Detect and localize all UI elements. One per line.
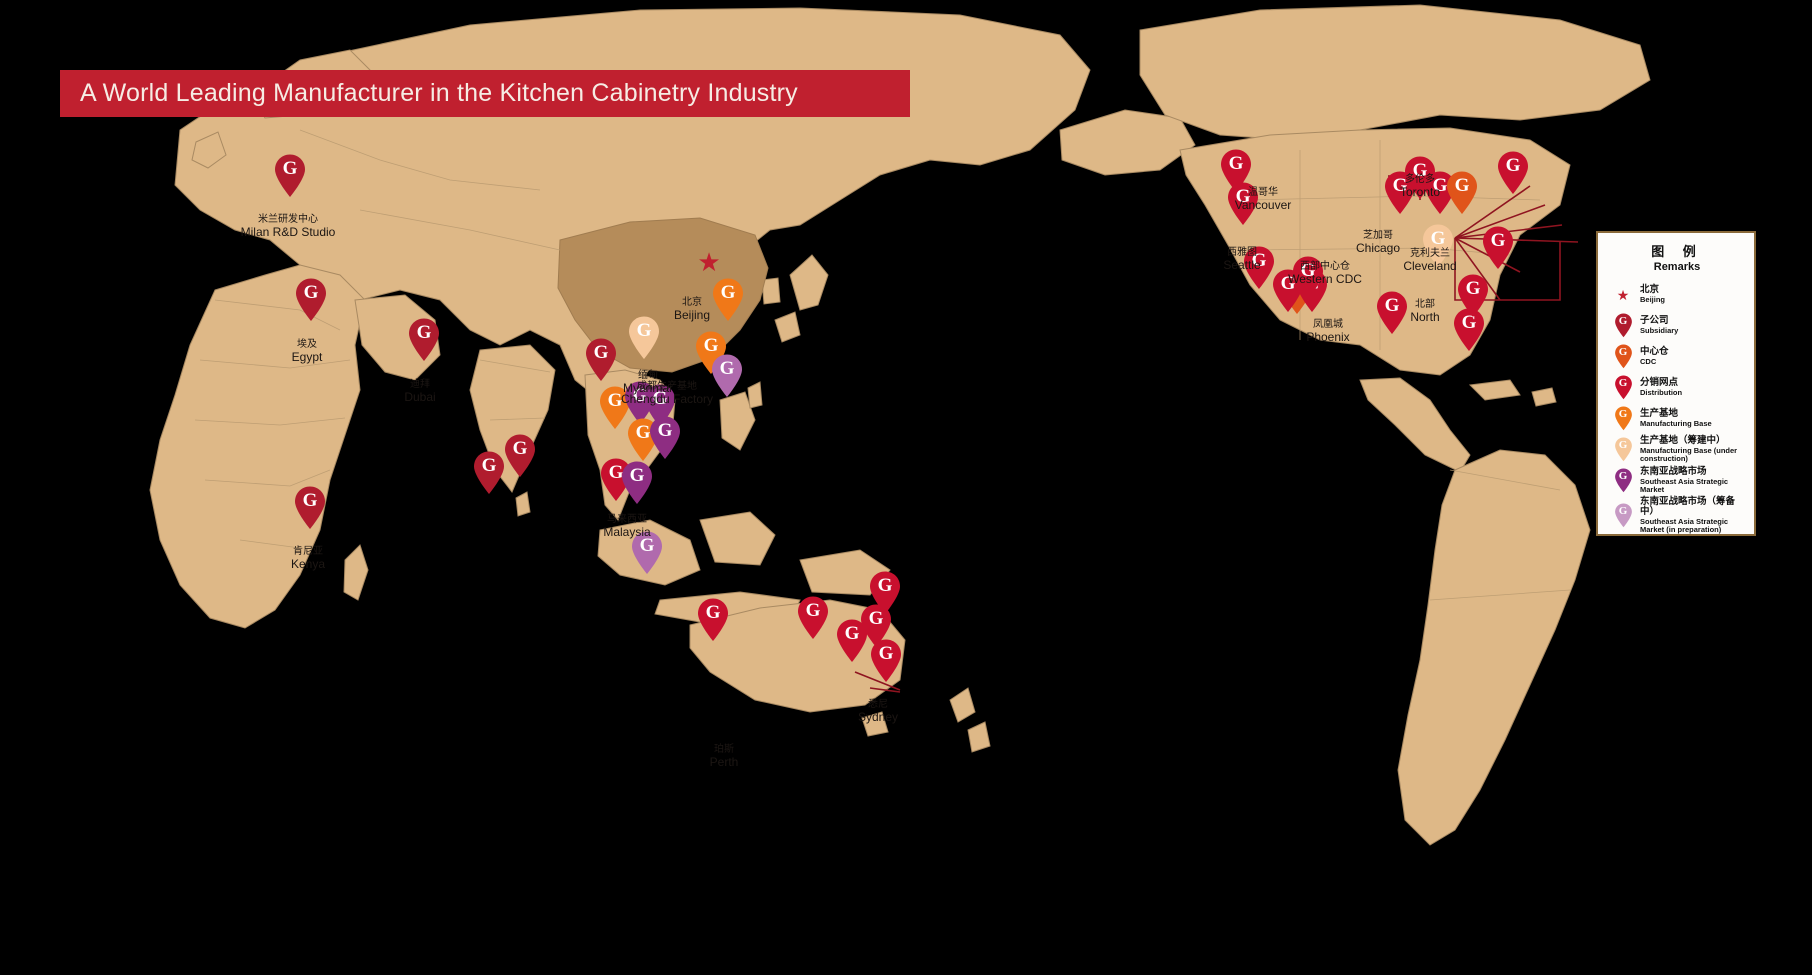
legend-rows: ★ 北京 Beijing G 子公司 Subsidiary G 中心仓 CDC G 分销网点 Dist… xyxy=(1606,280,1748,534)
marker-sea-viet-s[interactable]: G xyxy=(648,416,682,460)
marker-milan[interactable]: G xyxy=(273,154,307,198)
legend-item-label-en: Subsidiary xyxy=(1640,325,1679,335)
marker-cleveland[interactable]: G xyxy=(1445,171,1479,215)
legend-title-cn: 图 例 xyxy=(1651,245,1703,260)
marker-sydney[interactable]: G xyxy=(868,571,902,615)
legend-item-label-cn: 生产基地 xyxy=(1640,408,1679,420)
legend-item: G 子公司 Subsidiary xyxy=(1606,311,1748,340)
legend-item: ★ 北京 Beijing xyxy=(1606,280,1748,309)
marker-philippines[interactable]: G xyxy=(710,354,744,398)
marker-adelaide[interactable]: G xyxy=(796,596,830,640)
marker-southeast[interactable]: G xyxy=(1456,274,1490,318)
map-pin-icon: G xyxy=(1606,404,1640,433)
legend-item: G 分销网点 Distribution xyxy=(1606,373,1748,402)
map-pin-icon: G xyxy=(1606,373,1640,402)
marker-texas[interactable]: G xyxy=(1375,291,1409,335)
legend-item-label-en: CDC xyxy=(1640,356,1657,366)
marker-glyph-g: G xyxy=(1618,315,1628,327)
legend-item-label-cn: 东南亚战略市场（筹备中） xyxy=(1640,496,1736,518)
legend-item-text: 生产基地（筹建中） Manufacturing Base (under const… xyxy=(1640,435,1748,463)
star-icon: ★ xyxy=(1616,286,1630,303)
legend-item-label-en: Southeast Asia Strategic Market xyxy=(1640,476,1729,494)
marker-china-east-1[interactable]: G xyxy=(711,278,745,322)
marker-myanmar[interactable]: G xyxy=(584,338,618,382)
marker-indonesia[interactable]: G xyxy=(630,531,664,575)
legend-item-text: 分销网点 Distribution xyxy=(1640,377,1748,397)
legend-panel: 图 例 Remarks ★ 北京 Beijing G 子公司 Subsidiary G 中心仓… xyxy=(1596,231,1756,536)
marker-northeast-1[interactable]: G xyxy=(1496,151,1530,195)
map-pin-icon: G xyxy=(1606,435,1640,464)
marker-chengdu[interactable]: G xyxy=(627,316,661,360)
legend-item-text: 子公司 Subsidiary xyxy=(1640,315,1748,335)
beijing-star-icon: ★ xyxy=(697,247,721,277)
marker-egypt[interactable]: G xyxy=(294,278,328,322)
map-pin-icon: G xyxy=(1606,501,1640,530)
map-pin-icon: G xyxy=(1606,342,1640,371)
legend-item-text: 东南亚战略市场（筹备中） Southeast Asia Strategic Mar… xyxy=(1640,496,1748,534)
legend-item-label-cn: 分销网点 xyxy=(1640,377,1679,389)
legend-item-label-cn: 子公司 xyxy=(1640,315,1669,327)
legend-item-label-en: Manufacturing Base (under construction) xyxy=(1640,445,1738,463)
legend-title-en: Remarks xyxy=(1653,261,1701,273)
legend-item-label-en: Southeast Asia Strategic Market (in prep… xyxy=(1640,516,1729,534)
legend-item-label-cn: 生产基地（筹建中） xyxy=(1640,435,1726,447)
legend-item-label-en: Manufacturing Base xyxy=(1640,418,1712,428)
marker-malaysia-2[interactable]: G xyxy=(620,461,654,505)
legend-item: G 生产基地（筹建中） Manufacturing Base (under cons… xyxy=(1606,435,1748,464)
marker-glyph-g: G xyxy=(1618,439,1628,451)
marker-tasmania[interactable]: G xyxy=(869,639,903,683)
marker-india-west[interactable]: G xyxy=(472,451,506,495)
marker-north-uc[interactable]: G xyxy=(1421,224,1455,268)
marker-india-south[interactable]: G xyxy=(503,434,537,478)
marker-dubai[interactable]: G xyxy=(407,318,441,362)
legend-item: G 中心仓 CDC xyxy=(1606,342,1748,371)
legend-item-label-en: Beijing xyxy=(1640,294,1666,304)
legend-item: G 生产基地 Manufacturing Base xyxy=(1606,404,1748,433)
map-pin-icon: G xyxy=(1606,311,1640,340)
legend-item-label-cn: 北京 xyxy=(1640,284,1660,296)
marker-glyph-g: G xyxy=(1618,346,1628,358)
title-banner: A World Leading Manufacturer in the Kitc… xyxy=(60,70,910,117)
marker-phoenix[interactable]: G xyxy=(1291,256,1325,300)
legend-item: G 东南亚战略市场 Southeast Asia Strategic Market xyxy=(1606,466,1748,495)
legend-item-label-en: Distribution xyxy=(1640,387,1683,397)
map-pin-icon: G xyxy=(1606,466,1640,495)
marker-glyph-g: G xyxy=(1618,470,1628,482)
legend-item-text: 北京 Beijing xyxy=(1640,284,1748,304)
legend-item: G 东南亚战略市场（筹备中） Southeast Asia Strategic Ma… xyxy=(1606,496,1748,534)
marker-perth[interactable]: G xyxy=(696,598,730,642)
legend-item-label-cn: 东南亚战略市场 xyxy=(1640,466,1707,478)
legend-item-text: 东南亚战略市场 Southeast Asia Strategic Market xyxy=(1640,466,1748,494)
legend-title: 图 例 Remarks xyxy=(1606,241,1748,273)
legend-item-text: 生产基地 Manufacturing Base xyxy=(1640,408,1748,428)
legend-item-label-cn: 中心仓 xyxy=(1640,346,1669,358)
marker-east-coast[interactable]: G xyxy=(1481,226,1515,270)
marker-kenya[interactable]: G xyxy=(293,486,327,530)
legend-item-text: 中心仓 CDC xyxy=(1640,346,1748,366)
marker-glyph-g: G xyxy=(1618,408,1628,420)
marker-glyph-g: G xyxy=(1618,504,1628,517)
marker-seattle[interactable]: G xyxy=(1226,182,1260,226)
page-title: A World Leading Manufacturer in the Kitc… xyxy=(80,79,798,107)
marker-glyph-g: G xyxy=(1618,377,1628,389)
